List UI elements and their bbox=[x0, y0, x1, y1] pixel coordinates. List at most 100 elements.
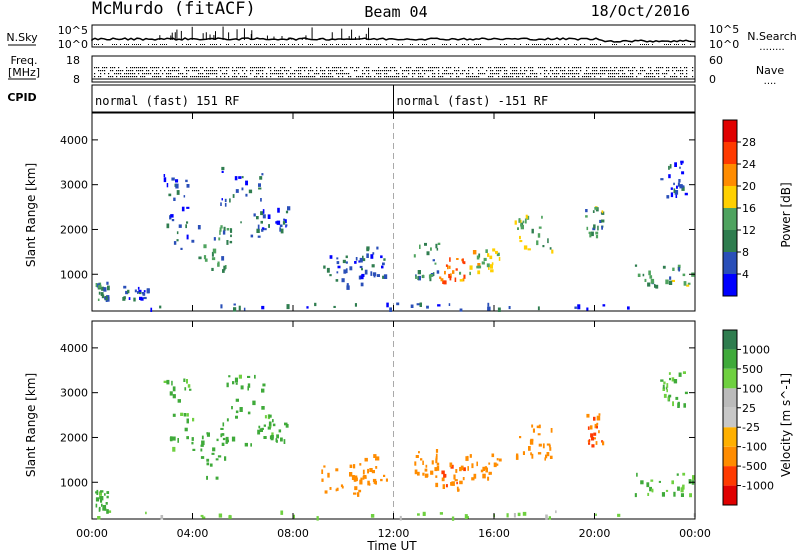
freq-dot bbox=[102, 67, 104, 69]
power-echo-cell bbox=[665, 279, 669, 285]
freq-dot bbox=[528, 67, 530, 69]
freq-dot bbox=[598, 73, 600, 75]
power-echo-cell bbox=[498, 257, 501, 261]
noise-search-dot bbox=[664, 44, 665, 45]
freq-dot bbox=[316, 73, 318, 75]
freq-dot bbox=[206, 67, 208, 69]
power-echo-cell bbox=[522, 220, 525, 224]
noise-search-dot bbox=[682, 44, 683, 45]
power-echo-cell bbox=[440, 278, 444, 282]
freq-dot bbox=[160, 76, 162, 78]
noise-search-dot bbox=[310, 44, 311, 45]
noise-search-dot bbox=[536, 44, 537, 45]
freq-dot bbox=[596, 73, 598, 75]
noise-search-dot bbox=[176, 44, 177, 45]
power-echo-cell bbox=[267, 214, 271, 219]
freq-dot bbox=[172, 76, 174, 78]
freq-dot bbox=[378, 76, 380, 78]
freq-dot bbox=[426, 70, 428, 72]
freq-dot bbox=[450, 76, 452, 78]
freq-dot bbox=[560, 67, 562, 69]
freq-dot bbox=[562, 76, 564, 78]
power-echo-cell bbox=[175, 179, 179, 183]
power-echo-cell bbox=[418, 275, 421, 281]
freq-dot bbox=[118, 67, 120, 69]
freq-dot bbox=[594, 70, 596, 72]
vel-echo-cell bbox=[170, 436, 173, 442]
power-echo-cell bbox=[257, 224, 260, 230]
vel-echo-cell bbox=[457, 488, 460, 492]
freq-dot bbox=[328, 76, 330, 78]
noise-search-dot bbox=[322, 44, 323, 45]
vel-echo-cell bbox=[96, 489, 99, 495]
freq-dot bbox=[194, 67, 196, 69]
freq-dot bbox=[566, 73, 568, 75]
freq-dot bbox=[122, 76, 124, 78]
freq-dot bbox=[148, 70, 150, 72]
vel-echo-cell bbox=[177, 399, 181, 403]
power-echo-cell bbox=[176, 239, 179, 242]
freq-dot bbox=[432, 73, 434, 75]
freq-dot bbox=[614, 67, 616, 69]
freq-dot bbox=[540, 67, 542, 69]
freq-dot bbox=[608, 70, 610, 72]
noise-search-dot bbox=[424, 44, 425, 45]
freq-dot bbox=[336, 67, 338, 69]
freq-dot bbox=[306, 67, 308, 69]
freq-dot bbox=[130, 67, 132, 69]
vel-echo-cell bbox=[231, 406, 233, 410]
vel-echo-cell bbox=[544, 457, 546, 461]
power-colorbar-tick-label: 20 bbox=[742, 180, 756, 193]
noise-search-dot bbox=[574, 44, 575, 45]
freq-dot bbox=[282, 76, 284, 78]
power-echo-cell bbox=[248, 189, 253, 194]
freq-dot bbox=[674, 73, 676, 75]
noise-search-dot bbox=[646, 44, 647, 45]
power-echo-cell bbox=[185, 224, 187, 229]
power-echo-cell bbox=[586, 307, 589, 311]
freq-dot bbox=[658, 73, 660, 75]
freq-dot bbox=[622, 70, 624, 72]
power-echo-cell bbox=[537, 233, 541, 238]
vel-echo-cell bbox=[636, 472, 638, 477]
freq-dot bbox=[604, 67, 606, 69]
power-echo-cell bbox=[442, 280, 446, 284]
freq-dot bbox=[342, 76, 344, 78]
freq-dot bbox=[480, 67, 482, 69]
freq-dot bbox=[492, 70, 494, 72]
freq-dot bbox=[682, 73, 684, 75]
freq-dot bbox=[510, 73, 512, 75]
freq-dot bbox=[492, 73, 494, 75]
vel-echo-cell bbox=[593, 432, 597, 436]
vel-echo-cell bbox=[100, 498, 103, 503]
freq-dot bbox=[176, 70, 178, 72]
freq-dot bbox=[630, 76, 632, 78]
power-echo-cell bbox=[677, 264, 681, 268]
freq-dot bbox=[364, 67, 366, 69]
freq-dot bbox=[406, 76, 408, 78]
vel-echo-cell bbox=[329, 487, 332, 490]
freq-dot bbox=[530, 73, 532, 75]
freq-dot bbox=[432, 67, 434, 69]
vel-echo-cell bbox=[589, 425, 593, 430]
power-echo-cell bbox=[175, 183, 179, 189]
freq-dot bbox=[154, 67, 156, 69]
freq-dot bbox=[534, 76, 536, 78]
freq-dot bbox=[454, 67, 456, 69]
power-echo-cell bbox=[243, 307, 246, 311]
noise-search-dot bbox=[616, 44, 617, 45]
noise-search-dot bbox=[506, 44, 507, 45]
nsearch-tick-bottom: 10^0 bbox=[709, 38, 739, 51]
freq-dot bbox=[570, 73, 572, 75]
freq-dot bbox=[472, 73, 474, 75]
freq-dot bbox=[468, 67, 470, 69]
freq-dot bbox=[580, 67, 582, 69]
freq-dot bbox=[178, 67, 180, 69]
date-label: 18/Oct/2016 bbox=[591, 2, 690, 20]
freq-dot bbox=[228, 67, 230, 69]
power-echo-cell bbox=[428, 274, 431, 279]
power-echo-cell bbox=[203, 255, 207, 260]
freq-dot bbox=[596, 70, 598, 72]
freq-dot bbox=[142, 70, 144, 72]
power-echo-cell bbox=[180, 247, 183, 250]
